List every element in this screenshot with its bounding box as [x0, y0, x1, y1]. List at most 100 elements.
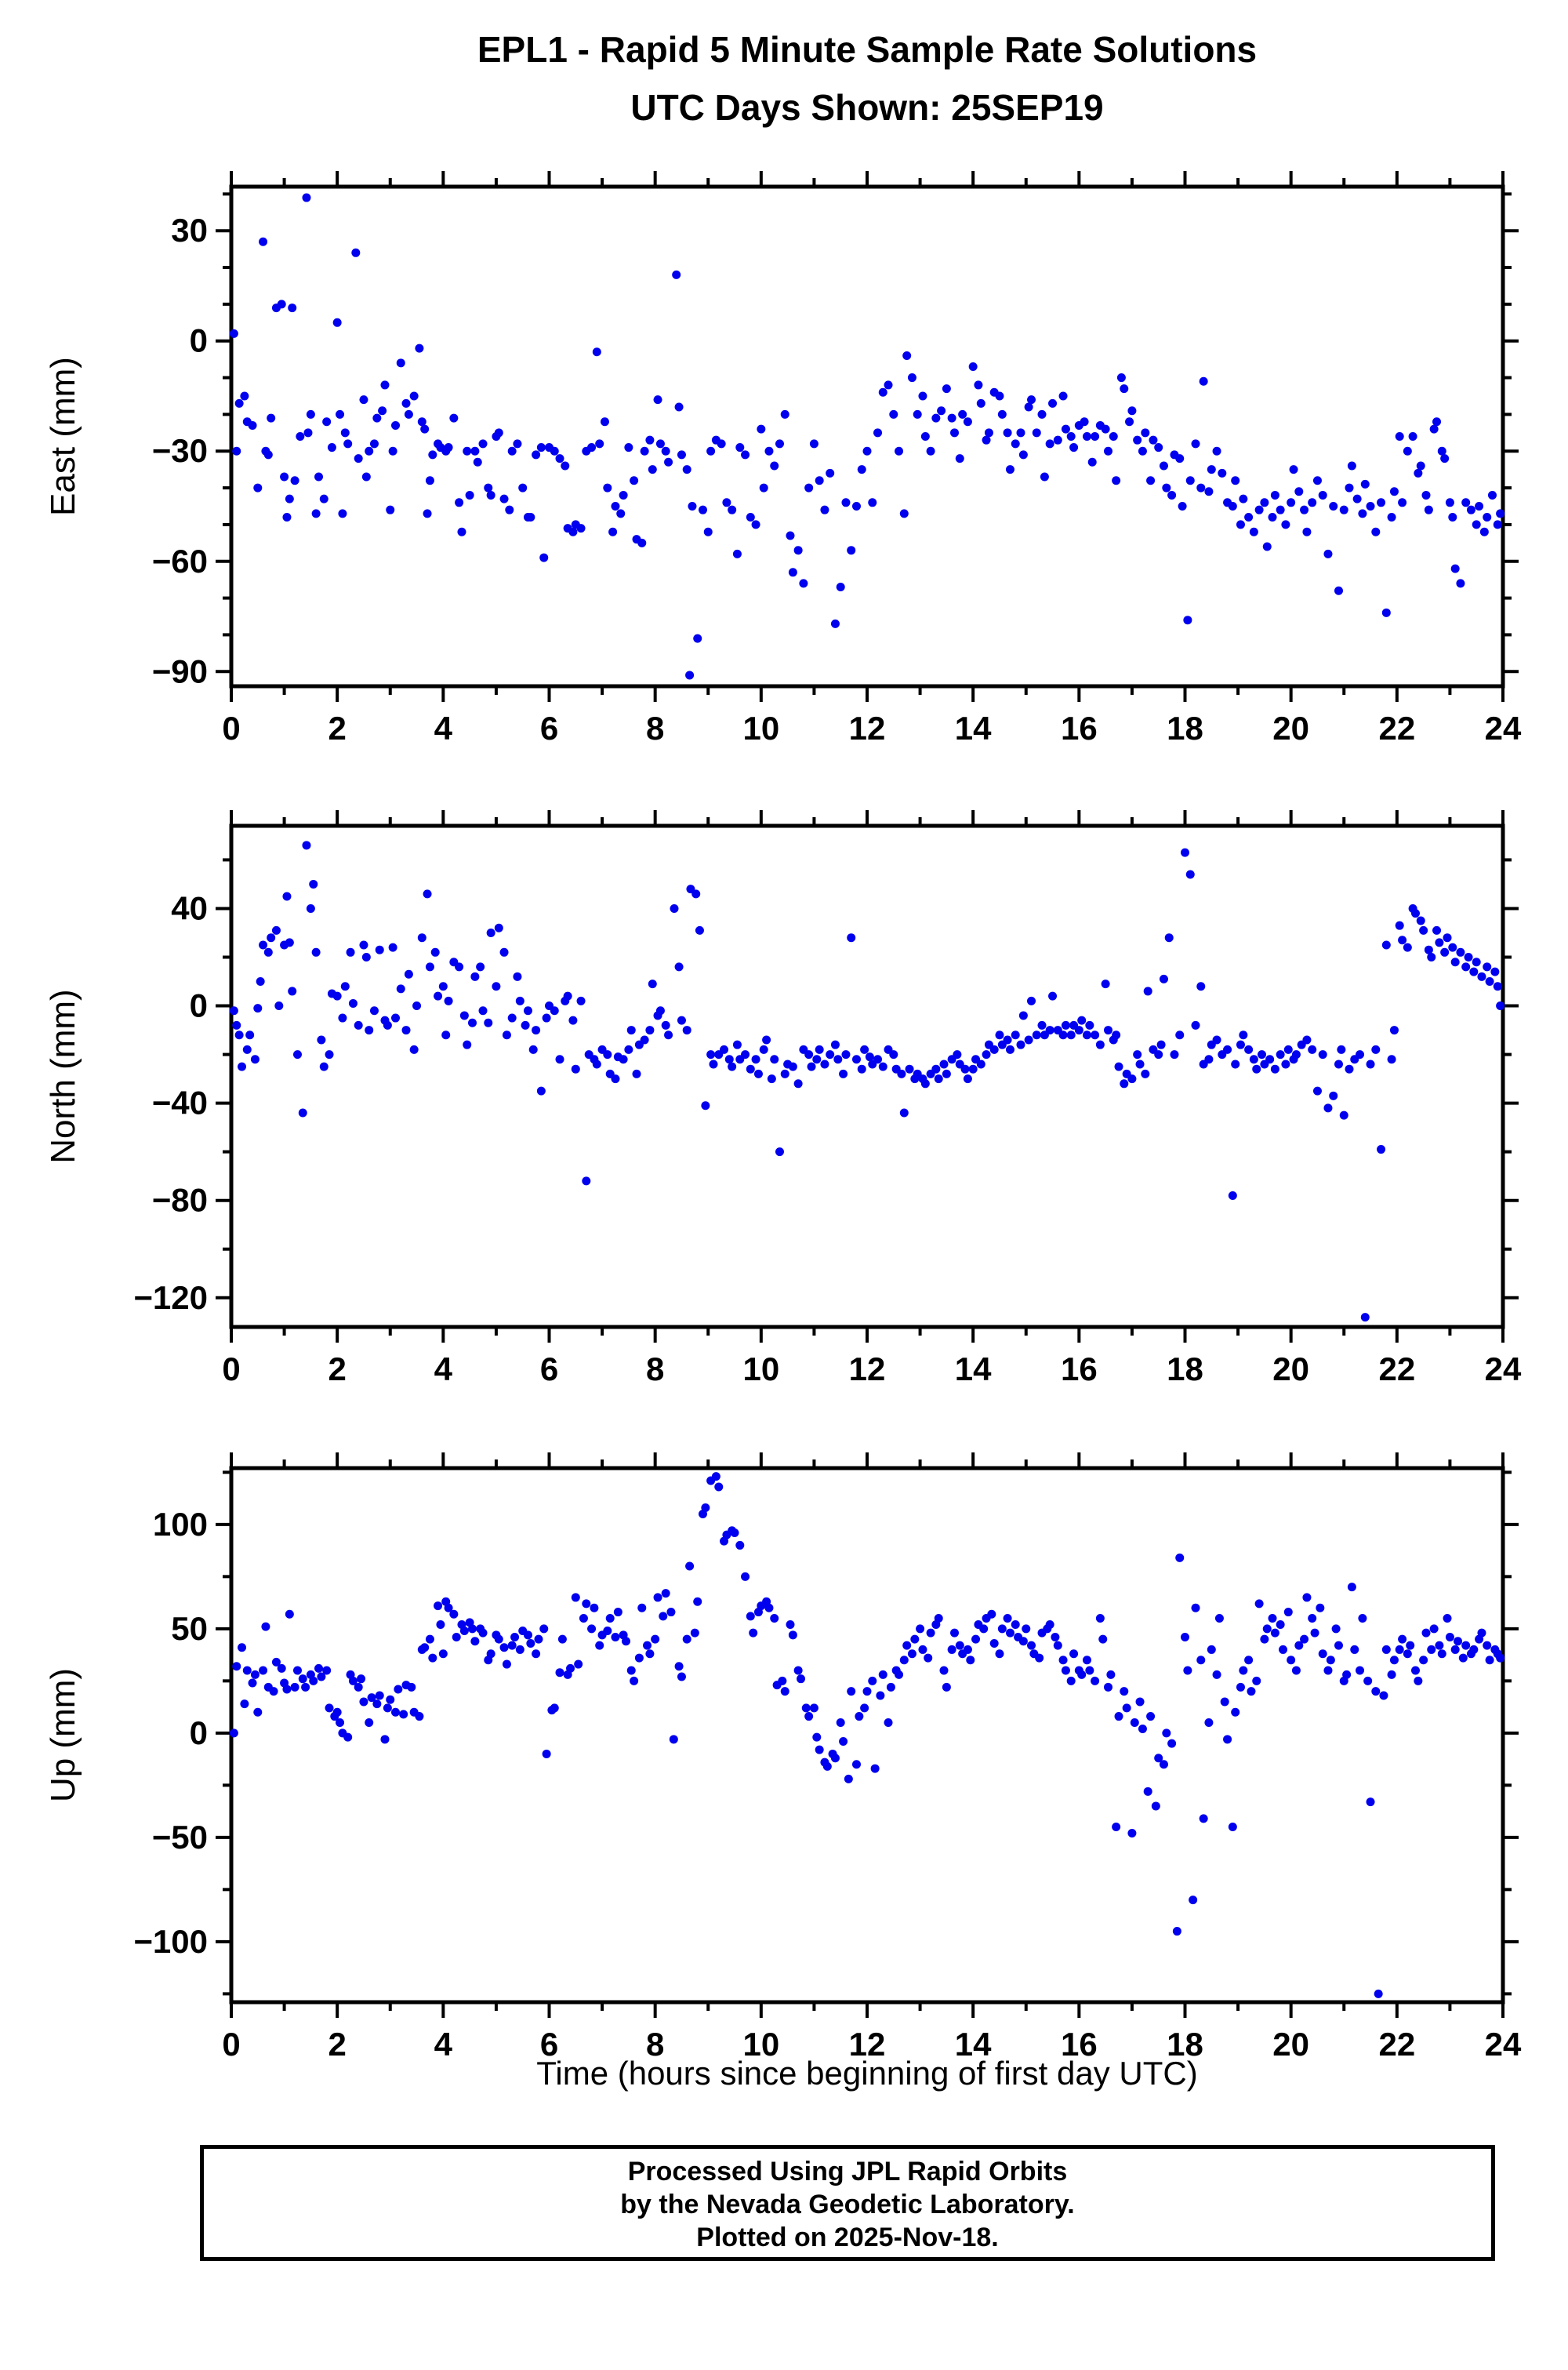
data-point [1493, 520, 1502, 529]
data-point [1458, 1653, 1468, 1663]
data-point [1095, 1040, 1105, 1049]
data-point [1159, 974, 1168, 983]
data-point [1487, 490, 1497, 500]
data-point [301, 1682, 310, 1692]
data-point [510, 1632, 520, 1641]
data-point [1437, 446, 1446, 456]
data-point [417, 933, 426, 943]
data-point [576, 996, 586, 1005]
data-point [873, 1055, 883, 1064]
data-point [365, 1718, 374, 1728]
data-point [851, 501, 861, 511]
data-point [1414, 1676, 1423, 1685]
data-point [695, 925, 704, 935]
data-point [1472, 958, 1481, 967]
data-point [1416, 916, 1425, 925]
data-point [907, 373, 916, 383]
data-point [603, 483, 612, 493]
data-point [1326, 1656, 1335, 1665]
data-point [396, 358, 405, 368]
data-point [1231, 1060, 1240, 1069]
data-point [484, 483, 493, 493]
data-point [976, 398, 985, 408]
data-point [1350, 1645, 1359, 1654]
data-point [640, 446, 649, 456]
data-point [319, 1062, 328, 1071]
data-point [269, 1687, 278, 1696]
data-point [655, 439, 665, 449]
data-point [592, 1060, 601, 1069]
data-point [775, 439, 784, 449]
data-point [613, 1608, 622, 1617]
data-point [1283, 1608, 1293, 1617]
data-point [809, 439, 818, 449]
data-point [1323, 549, 1333, 558]
data-point [1445, 1632, 1454, 1641]
data-point [648, 465, 657, 474]
data-point [515, 1645, 524, 1654]
data-point [314, 472, 324, 482]
data-point [1112, 1031, 1121, 1040]
data-point [611, 1632, 620, 1641]
data-point [359, 1697, 368, 1707]
data-point [942, 384, 951, 394]
data-point [868, 498, 877, 507]
footer-box: Processed Using JPL Rapid Orbits by the … [200, 2145, 1495, 2261]
data-point [724, 1055, 734, 1064]
data-point [1381, 940, 1391, 950]
x-tick-label: 10 [742, 2026, 779, 2063]
x-tick-label: 22 [1378, 710, 1415, 747]
data-point [624, 1045, 633, 1054]
data-point [587, 443, 597, 453]
data-point [1196, 982, 1206, 991]
data-point [523, 1630, 532, 1640]
data-point [780, 1687, 789, 1696]
x-tick-label: 6 [540, 2026, 558, 2063]
data-point [338, 509, 347, 518]
data-point [1024, 402, 1033, 412]
data-point [1106, 1670, 1116, 1679]
data-point [240, 391, 249, 401]
data-point [1479, 527, 1489, 536]
data-point [259, 237, 268, 246]
data-point [391, 1707, 401, 1717]
data-point [250, 1670, 260, 1679]
data-point [857, 1064, 866, 1074]
data-point [1252, 1064, 1261, 1074]
data-point [976, 1060, 985, 1069]
data-point [1135, 1697, 1145, 1707]
data-point [651, 1634, 660, 1644]
data-point [1496, 1001, 1505, 1011]
data-point [494, 923, 503, 932]
data-point [1181, 1632, 1189, 1641]
data-point [1389, 1656, 1399, 1665]
data-point [1427, 953, 1436, 962]
data-point [420, 1643, 430, 1652]
data-point [346, 947, 355, 957]
data-point [1016, 428, 1025, 438]
data-point [409, 391, 419, 401]
data-point [361, 472, 371, 482]
data-point [645, 435, 655, 445]
data-point [1440, 454, 1450, 463]
data-point [989, 1638, 999, 1648]
data-point [1101, 980, 1110, 989]
data-point [1318, 490, 1327, 500]
data-point [1220, 1697, 1229, 1707]
data-point [367, 1693, 376, 1703]
data-point [746, 1612, 755, 1621]
data-point [263, 947, 273, 957]
plot-subtitle: UTC Days Shown: 25SEP19 [630, 87, 1104, 128]
data-point [1287, 1656, 1296, 1665]
data-point [664, 1031, 673, 1040]
data-point [1204, 1718, 1214, 1728]
data-point [428, 1653, 437, 1663]
data-point [1077, 1670, 1087, 1679]
y-tick-label: 0 [190, 1714, 208, 1751]
data-point [369, 1006, 379, 1016]
data-point [1345, 1064, 1354, 1074]
data-point [804, 1712, 814, 1721]
data-point [826, 1050, 835, 1060]
data-point [947, 1645, 956, 1654]
data-point [532, 1649, 541, 1659]
